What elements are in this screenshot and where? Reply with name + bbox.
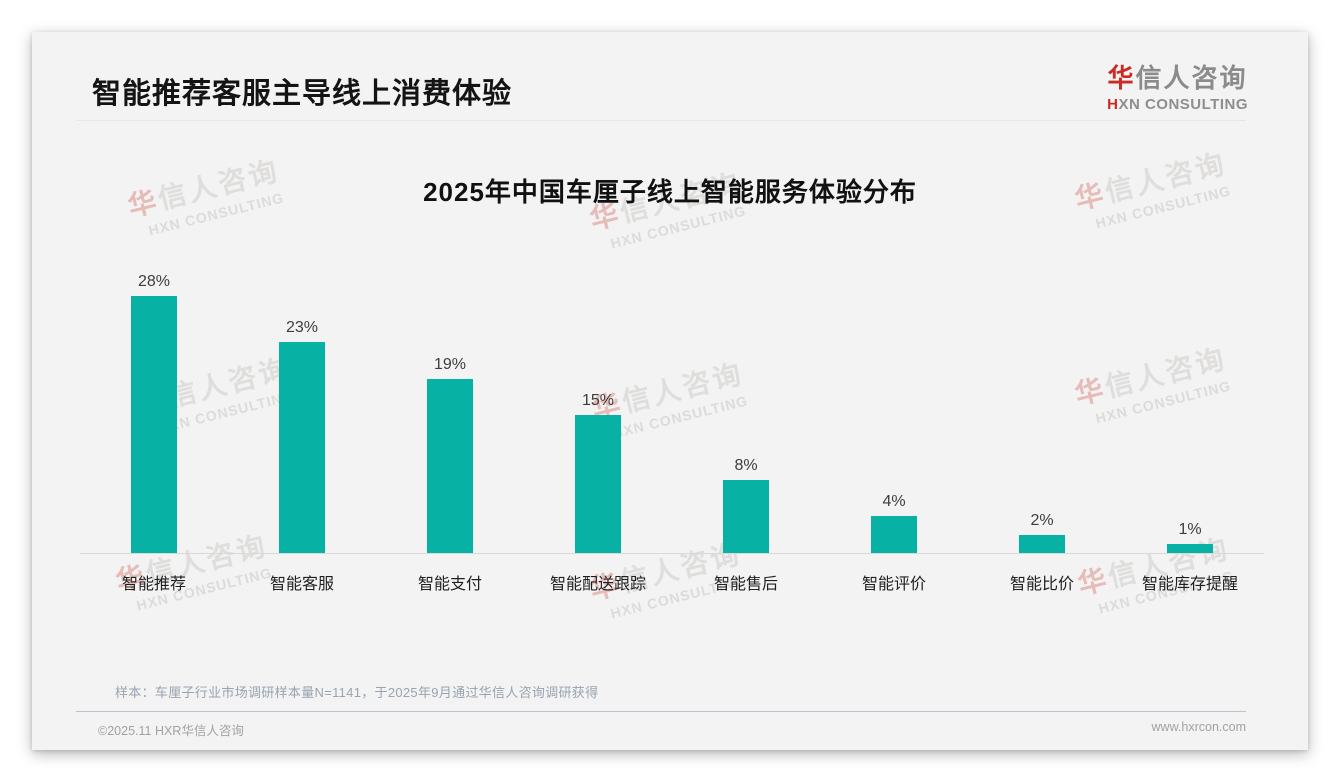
bar-chart: 28% 23% 19% 15% 8% 4% 2% 1% 智能推荐 智能客服 智能支付 智能配送跟踪智… bbox=[80, 272, 1264, 594]
axis-category-label: 智能售后 bbox=[713, 576, 778, 593]
logo-chinese-name: 华信人咨询 bbox=[1107, 58, 1248, 95]
axis-category-label: 智能支付 bbox=[417, 576, 482, 593]
header-divider bbox=[76, 120, 1246, 121]
bar-group: 28% bbox=[80, 272, 228, 553]
x-axis-line bbox=[80, 553, 1264, 554]
bar-group: 4% bbox=[820, 492, 968, 553]
bar bbox=[871, 516, 917, 553]
company-logo: 华信人咨询 HXN CONSULTING bbox=[1107, 58, 1248, 113]
logo-gray-chars: 信人咨询 bbox=[1135, 63, 1248, 93]
bar-value-label: 28% bbox=[137, 273, 171, 290]
axis-category-label: 智能推荐 bbox=[121, 576, 186, 593]
logo-red-char: 华 bbox=[1107, 63, 1136, 93]
bar bbox=[1167, 544, 1213, 553]
axis-category-label: 智能配送跟踪 bbox=[549, 576, 646, 593]
bar-value-label: 1% bbox=[1178, 521, 1202, 538]
bar bbox=[575, 415, 621, 553]
logo-en-red-char: H bbox=[1107, 96, 1119, 113]
chart-title: 2025年中国车厘子线上智能服务体验分布 bbox=[423, 177, 917, 207]
website-url: www.hxrcon.com bbox=[1151, 720, 1246, 734]
bar-value-label: 15% bbox=[581, 392, 615, 409]
bar-group: 19% bbox=[376, 355, 524, 553]
bar bbox=[1019, 535, 1065, 553]
footer: ©2025.11 HXR华信人咨询 www.hxrcon.com bbox=[98, 720, 1246, 739]
bar-value-label: 8% bbox=[734, 457, 758, 474]
copyright-text: ©2025.11 HXR华信人咨询 bbox=[98, 724, 244, 738]
axis-labels: 智能推荐 智能客服 智能支付 智能配送跟踪 智能售后 智能评价 智能比价 智能库存提醒 bbox=[80, 570, 1264, 594]
bar-value-label: 2% bbox=[1030, 512, 1054, 529]
bar-group: 2% bbox=[968, 511, 1116, 553]
bar bbox=[723, 480, 769, 553]
axis-category-label: 智能库存提醒 bbox=[1141, 576, 1238, 593]
bar-group: 15% bbox=[524, 391, 672, 553]
axis-category-label: 智能比价 bbox=[1009, 576, 1074, 593]
logo-en-gray-chars: XN CONSULTING bbox=[1118, 96, 1248, 113]
page-title: 智能推荐客服主导线上消费体验 bbox=[92, 78, 513, 110]
bar-group: 23% bbox=[228, 318, 376, 553]
logo-english-name: HXN CONSULTING bbox=[1107, 96, 1248, 113]
bar bbox=[279, 342, 325, 553]
axis-category-label: 智能评价 bbox=[861, 576, 926, 593]
sample-footnote: 样本：车厘子行业市场调研样本量N=1141，于2025年9月通过华信人咨询调研获… bbox=[115, 685, 599, 700]
bar-groups: 28% 23% 19% 15% 8% 4% 2% 1% bbox=[80, 272, 1264, 553]
bar-value-label: 4% bbox=[882, 493, 906, 510]
footer-divider bbox=[76, 711, 1246, 712]
bar bbox=[131, 296, 177, 553]
bar-group: 1% bbox=[1116, 520, 1264, 553]
watermark-english-line: HXN CONSULTING bbox=[608, 202, 748, 252]
report-card: 华信人咨询 HXN CONSULTING 华信人咨询 HXN CONSULTING 华信… bbox=[32, 32, 1308, 750]
bar bbox=[427, 379, 473, 553]
bar-value-label: 19% bbox=[433, 356, 467, 373]
bar-group: 8% bbox=[672, 456, 820, 553]
axis-category-label: 智能客服 bbox=[269, 576, 334, 593]
bar-value-label: 23% bbox=[285, 319, 319, 336]
